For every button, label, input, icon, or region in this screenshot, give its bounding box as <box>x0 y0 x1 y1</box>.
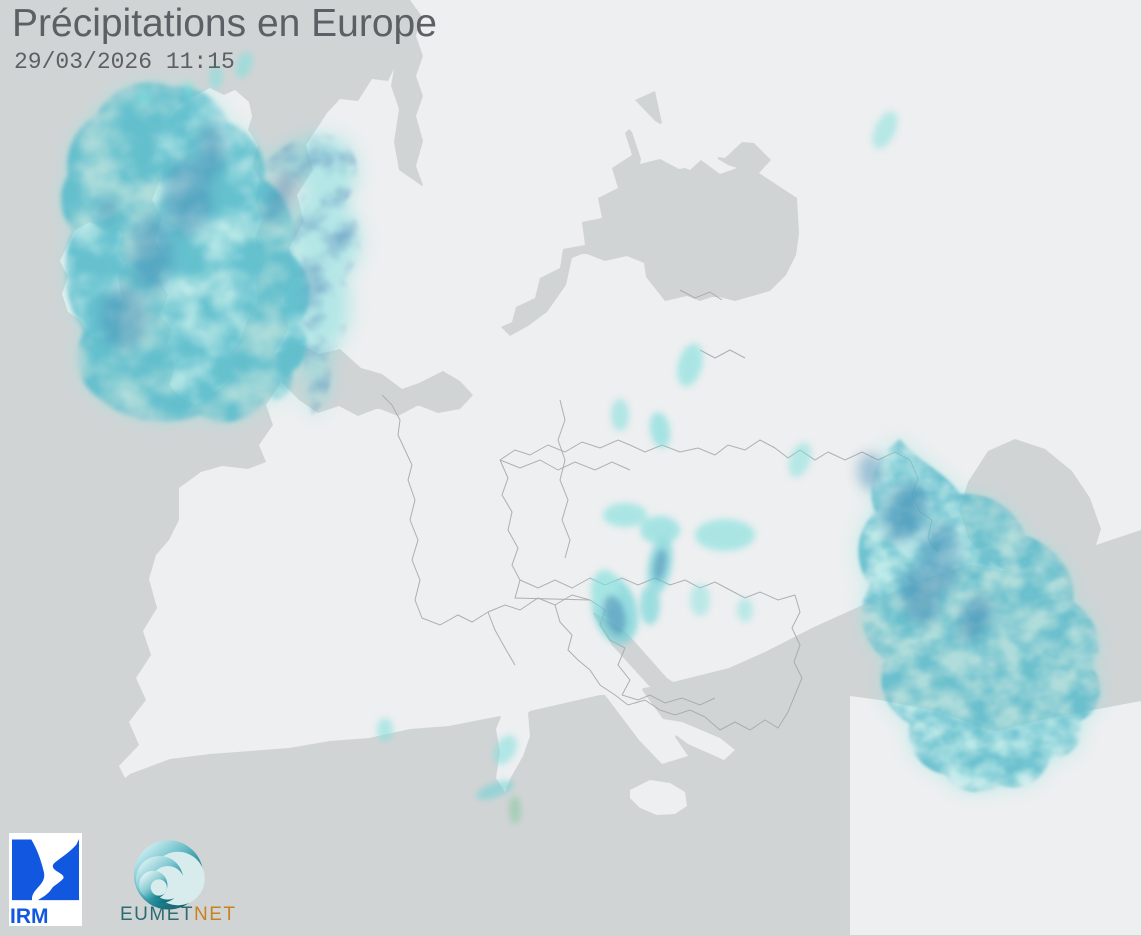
svg-text:EUMETNET: EUMETNET <box>120 904 237 925</box>
svg-text:IRM: IRM <box>10 905 49 926</box>
